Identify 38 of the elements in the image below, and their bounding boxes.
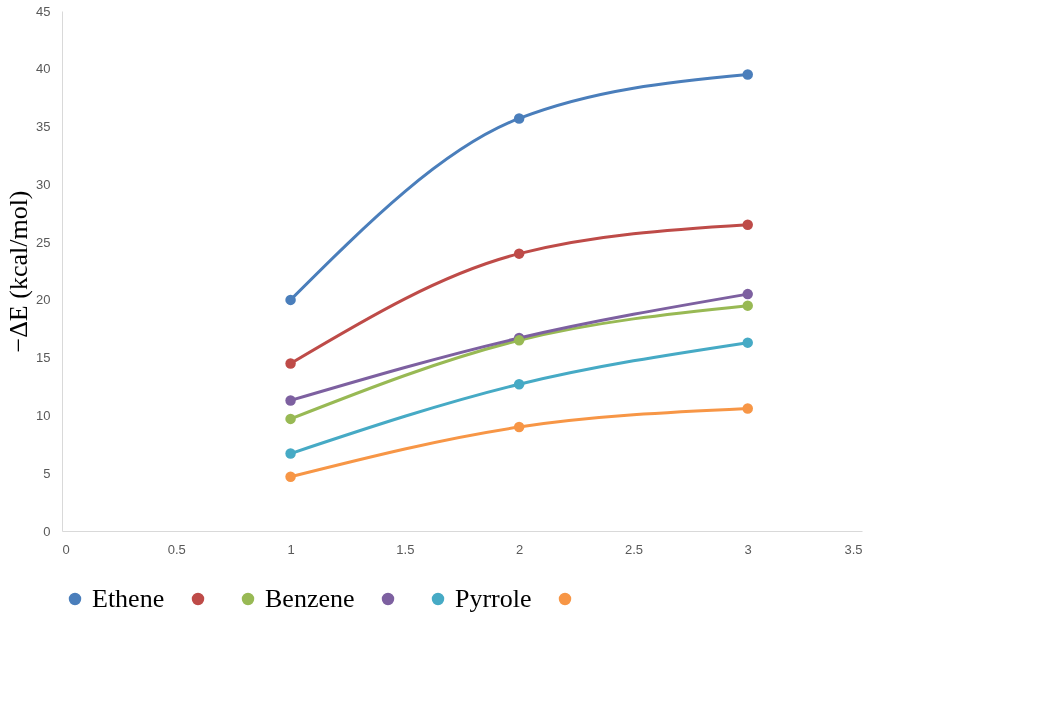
point	[285, 294, 296, 306]
point	[285, 471, 296, 482]
x-tick-label: 0.5	[167, 541, 186, 557]
legend-label: Ethene	[92, 584, 165, 613]
point	[285, 413, 296, 425]
legend-label: Pyrrole	[455, 584, 532, 613]
point	[742, 69, 753, 80]
x-tick-label: 1	[287, 541, 295, 557]
point	[742, 337, 753, 348]
legend-label: Benzene	[265, 584, 355, 613]
point	[742, 288, 753, 300]
point	[513, 113, 525, 124]
point	[513, 379, 525, 390]
y-axis-title: −ΔE (kcal/mol)	[4, 190, 34, 353]
y-tick-label: 10	[36, 407, 51, 423]
y-tick-label: 25	[36, 234, 51, 250]
point	[285, 448, 296, 459]
x-tick-label: 0	[62, 541, 70, 557]
x-tick-label: 3	[744, 541, 752, 557]
point	[513, 248, 525, 259]
point	[513, 421, 525, 433]
y-tick-label: 20	[36, 292, 51, 308]
y-tick-label: 5	[43, 465, 51, 481]
y-tick-label: 30	[36, 176, 51, 192]
y-tick-label: 40	[36, 61, 51, 77]
point	[742, 219, 753, 231]
y-tick-label: 35	[36, 119, 51, 135]
y-tick-label: 45	[36, 3, 51, 19]
point	[285, 358, 296, 369]
point	[742, 300, 753, 311]
x-tick-label: 1.5	[396, 541, 415, 557]
y-tick-label: 15	[36, 350, 51, 366]
x-tick-label: 2	[516, 541, 524, 557]
point	[742, 403, 753, 414]
x-tick-label: 3.5	[844, 541, 863, 557]
y-tick-label: 0	[43, 523, 51, 539]
point	[285, 395, 296, 406]
x-tick-label: 2.5	[624, 541, 643, 557]
